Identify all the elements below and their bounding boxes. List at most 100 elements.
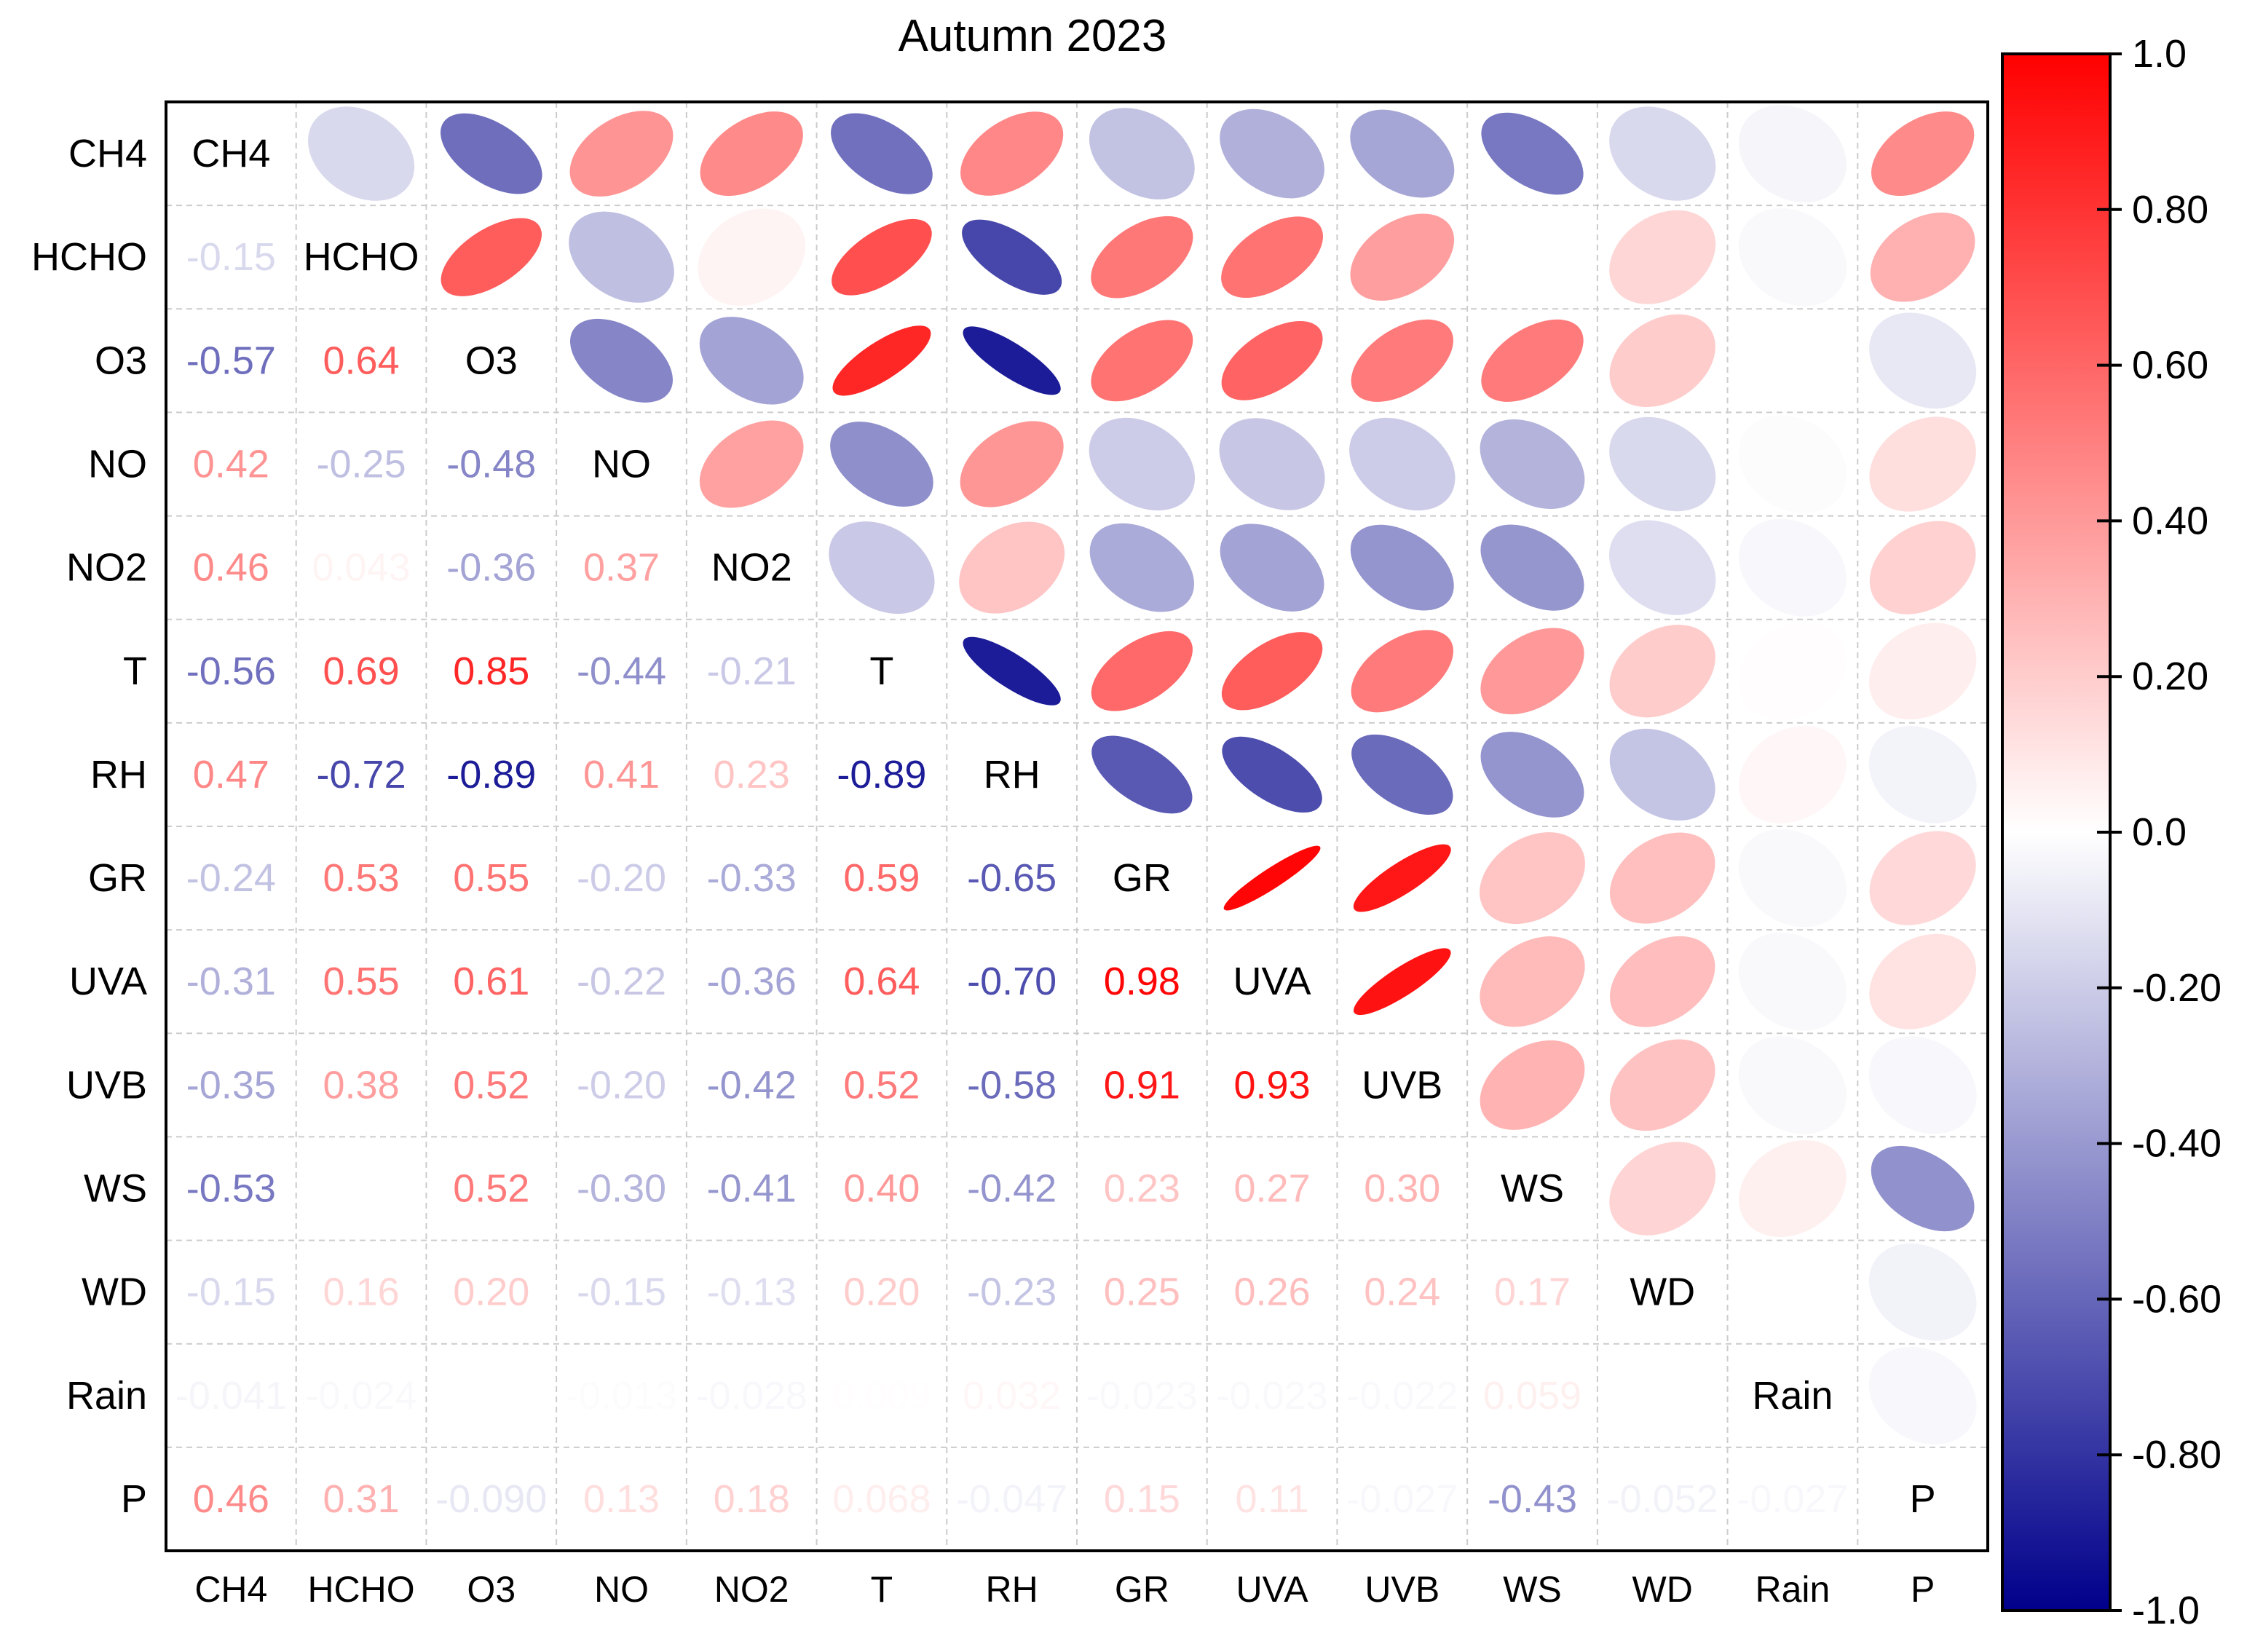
corr-ellipse [1870, 212, 1975, 302]
corr-ellipse [1481, 319, 1584, 402]
corr-value-label: -0.023 [1086, 1374, 1198, 1418]
corr-value-label: -0.21 [707, 649, 797, 693]
corr-ellipse [1220, 108, 1324, 199]
corr-value-label: -0.58 [967, 1063, 1057, 1107]
diagonal-label: UVB [1362, 1063, 1442, 1107]
corr-value-label: -0.027 [1737, 1477, 1848, 1521]
diagonal-label: NO [592, 443, 651, 486]
row-label: NO2 [66, 546, 147, 590]
col-label: CH4 [194, 1569, 267, 1610]
col-label: Rain [1756, 1569, 1831, 1610]
corr-value-label: -0.30 [577, 1167, 666, 1211]
colorbar-tick-label: 1.0 [2132, 32, 2187, 76]
corr-value-label: 0.23 [1104, 1167, 1180, 1211]
corr-value-label: -0.052 [1607, 1477, 1718, 1521]
corr-ellipse [1091, 320, 1193, 402]
col-label: T [871, 1569, 893, 1610]
corr-ellipse [1868, 726, 1977, 823]
corr-value-label: -0.15 [186, 1270, 276, 1314]
diagonal-label: CH4 [191, 132, 270, 175]
corr-value-label: 0.38 [323, 1063, 400, 1107]
corr-ellipse [1480, 732, 1584, 818]
colorbar-tick-label: 0.20 [2132, 655, 2208, 698]
corr-ellipse [1480, 628, 1584, 715]
corr-ellipse [1871, 111, 1975, 197]
col-label: HCHO [307, 1569, 414, 1610]
corr-value-label: 0.40 [843, 1167, 920, 1211]
corr-value-label: -0.65 [967, 856, 1057, 900]
corr-value-label: 0.20 [843, 1270, 920, 1314]
corr-value-label: 0.47 [193, 753, 269, 797]
row-label: RH [90, 753, 147, 797]
corr-value-label: 0.059 [1483, 1374, 1581, 1418]
col-label: P [1911, 1569, 1935, 1610]
corr-value-label: 0.59 [843, 856, 920, 900]
corr-value-label: 0.11 [1236, 1477, 1309, 1521]
corr-ellipse [441, 218, 542, 296]
col-label: UVA [1236, 1569, 1309, 1610]
corr-value-label: 0.52 [453, 1167, 529, 1211]
corr-ellipse [1480, 1040, 1585, 1130]
corr-ellipse [1350, 213, 1455, 301]
corr-ellipse [1739, 105, 1847, 202]
row-label: P [121, 1477, 147, 1521]
corr-ellipse [1351, 734, 1453, 815]
corr-value-label: 0.37 [583, 546, 660, 590]
corr-value-label: -0.44 [577, 649, 666, 693]
row-label: HCHO [31, 235, 147, 279]
corr-ellipse [1738, 1242, 1847, 1342]
corr-ellipse [1738, 829, 1847, 928]
col-label: O3 [467, 1569, 516, 1610]
corr-value-label: -0.023 [1217, 1374, 1328, 1418]
col-label: NO [594, 1569, 649, 1610]
corr-ellipse [1480, 936, 1585, 1027]
corr-value-label: -0.33 [707, 856, 797, 900]
corr-value-label: -0.047 [956, 1477, 1067, 1521]
corr-ellipse [1481, 112, 1584, 195]
corr-value-label: 0.55 [323, 960, 400, 1003]
diagonal-label: T [869, 649, 893, 693]
grid-layer [166, 102, 1988, 1551]
corr-ellipse [1738, 208, 1847, 307]
corr-value-label: 0.27 [1234, 1167, 1311, 1211]
corr-value-label: -0.22 [577, 960, 666, 1003]
corr-ellipse [959, 521, 1065, 614]
colorbar-ticks: 1.0 0.80 0.60 0.40 0.20 0.0 -0.20 -0.40 -0.60 -0.… [2097, 32, 2222, 1632]
corr-value-label: 0.009 [832, 1374, 931, 1418]
corr-value-label: -0.25 [317, 443, 406, 486]
colorbar-tick-label: 0.0 [2132, 810, 2187, 854]
corr-value-label: 0.032 [963, 1374, 1061, 1418]
corr-value-label: -0.20 [577, 1063, 666, 1107]
corr-ellipse [832, 325, 931, 396]
corr-value-label: -0.43 [1488, 1477, 1577, 1521]
corr-ellipse [1869, 521, 1976, 614]
corr-value-label: 0.30 [1364, 1167, 1440, 1211]
colorbar-tick-label: -0.60 [2132, 1277, 2222, 1321]
corr-ellipse [1089, 523, 1195, 612]
row-label: UVB [66, 1063, 147, 1107]
corr-ellipse [1609, 625, 1715, 718]
corr-ellipse [960, 111, 1064, 196]
corr-ellipse [1221, 632, 1323, 711]
diagonal-label: P [1910, 1477, 1936, 1521]
corr-value-label: 0.41 [583, 753, 660, 797]
col-label: NO2 [714, 1569, 789, 1610]
corr-ellipse [1221, 216, 1324, 299]
corr-ellipse [698, 208, 806, 307]
corr-ellipse [1738, 311, 1847, 411]
corr-ellipse [1353, 844, 1451, 912]
corr-value-label: -0.31 [186, 960, 276, 1003]
corr-ellipse [1609, 416, 1716, 512]
corr-ellipse [1089, 108, 1195, 199]
corr-ellipse [1478, 208, 1587, 307]
corr-ellipse [1868, 1036, 1977, 1134]
diagonal-label: RH [984, 753, 1040, 797]
corr-value-label: 0.23 [714, 753, 790, 797]
corr-ellipse [1353, 948, 1451, 1016]
diagonal-label: HCHO [304, 235, 419, 279]
corr-value-label: 0.46 [193, 546, 269, 590]
corr-ellipse [1223, 845, 1321, 911]
corr-value-label: 0.91 [1104, 1063, 1180, 1107]
diagonal-label: Rain [1752, 1374, 1833, 1418]
corr-ellipse [1869, 312, 1977, 409]
